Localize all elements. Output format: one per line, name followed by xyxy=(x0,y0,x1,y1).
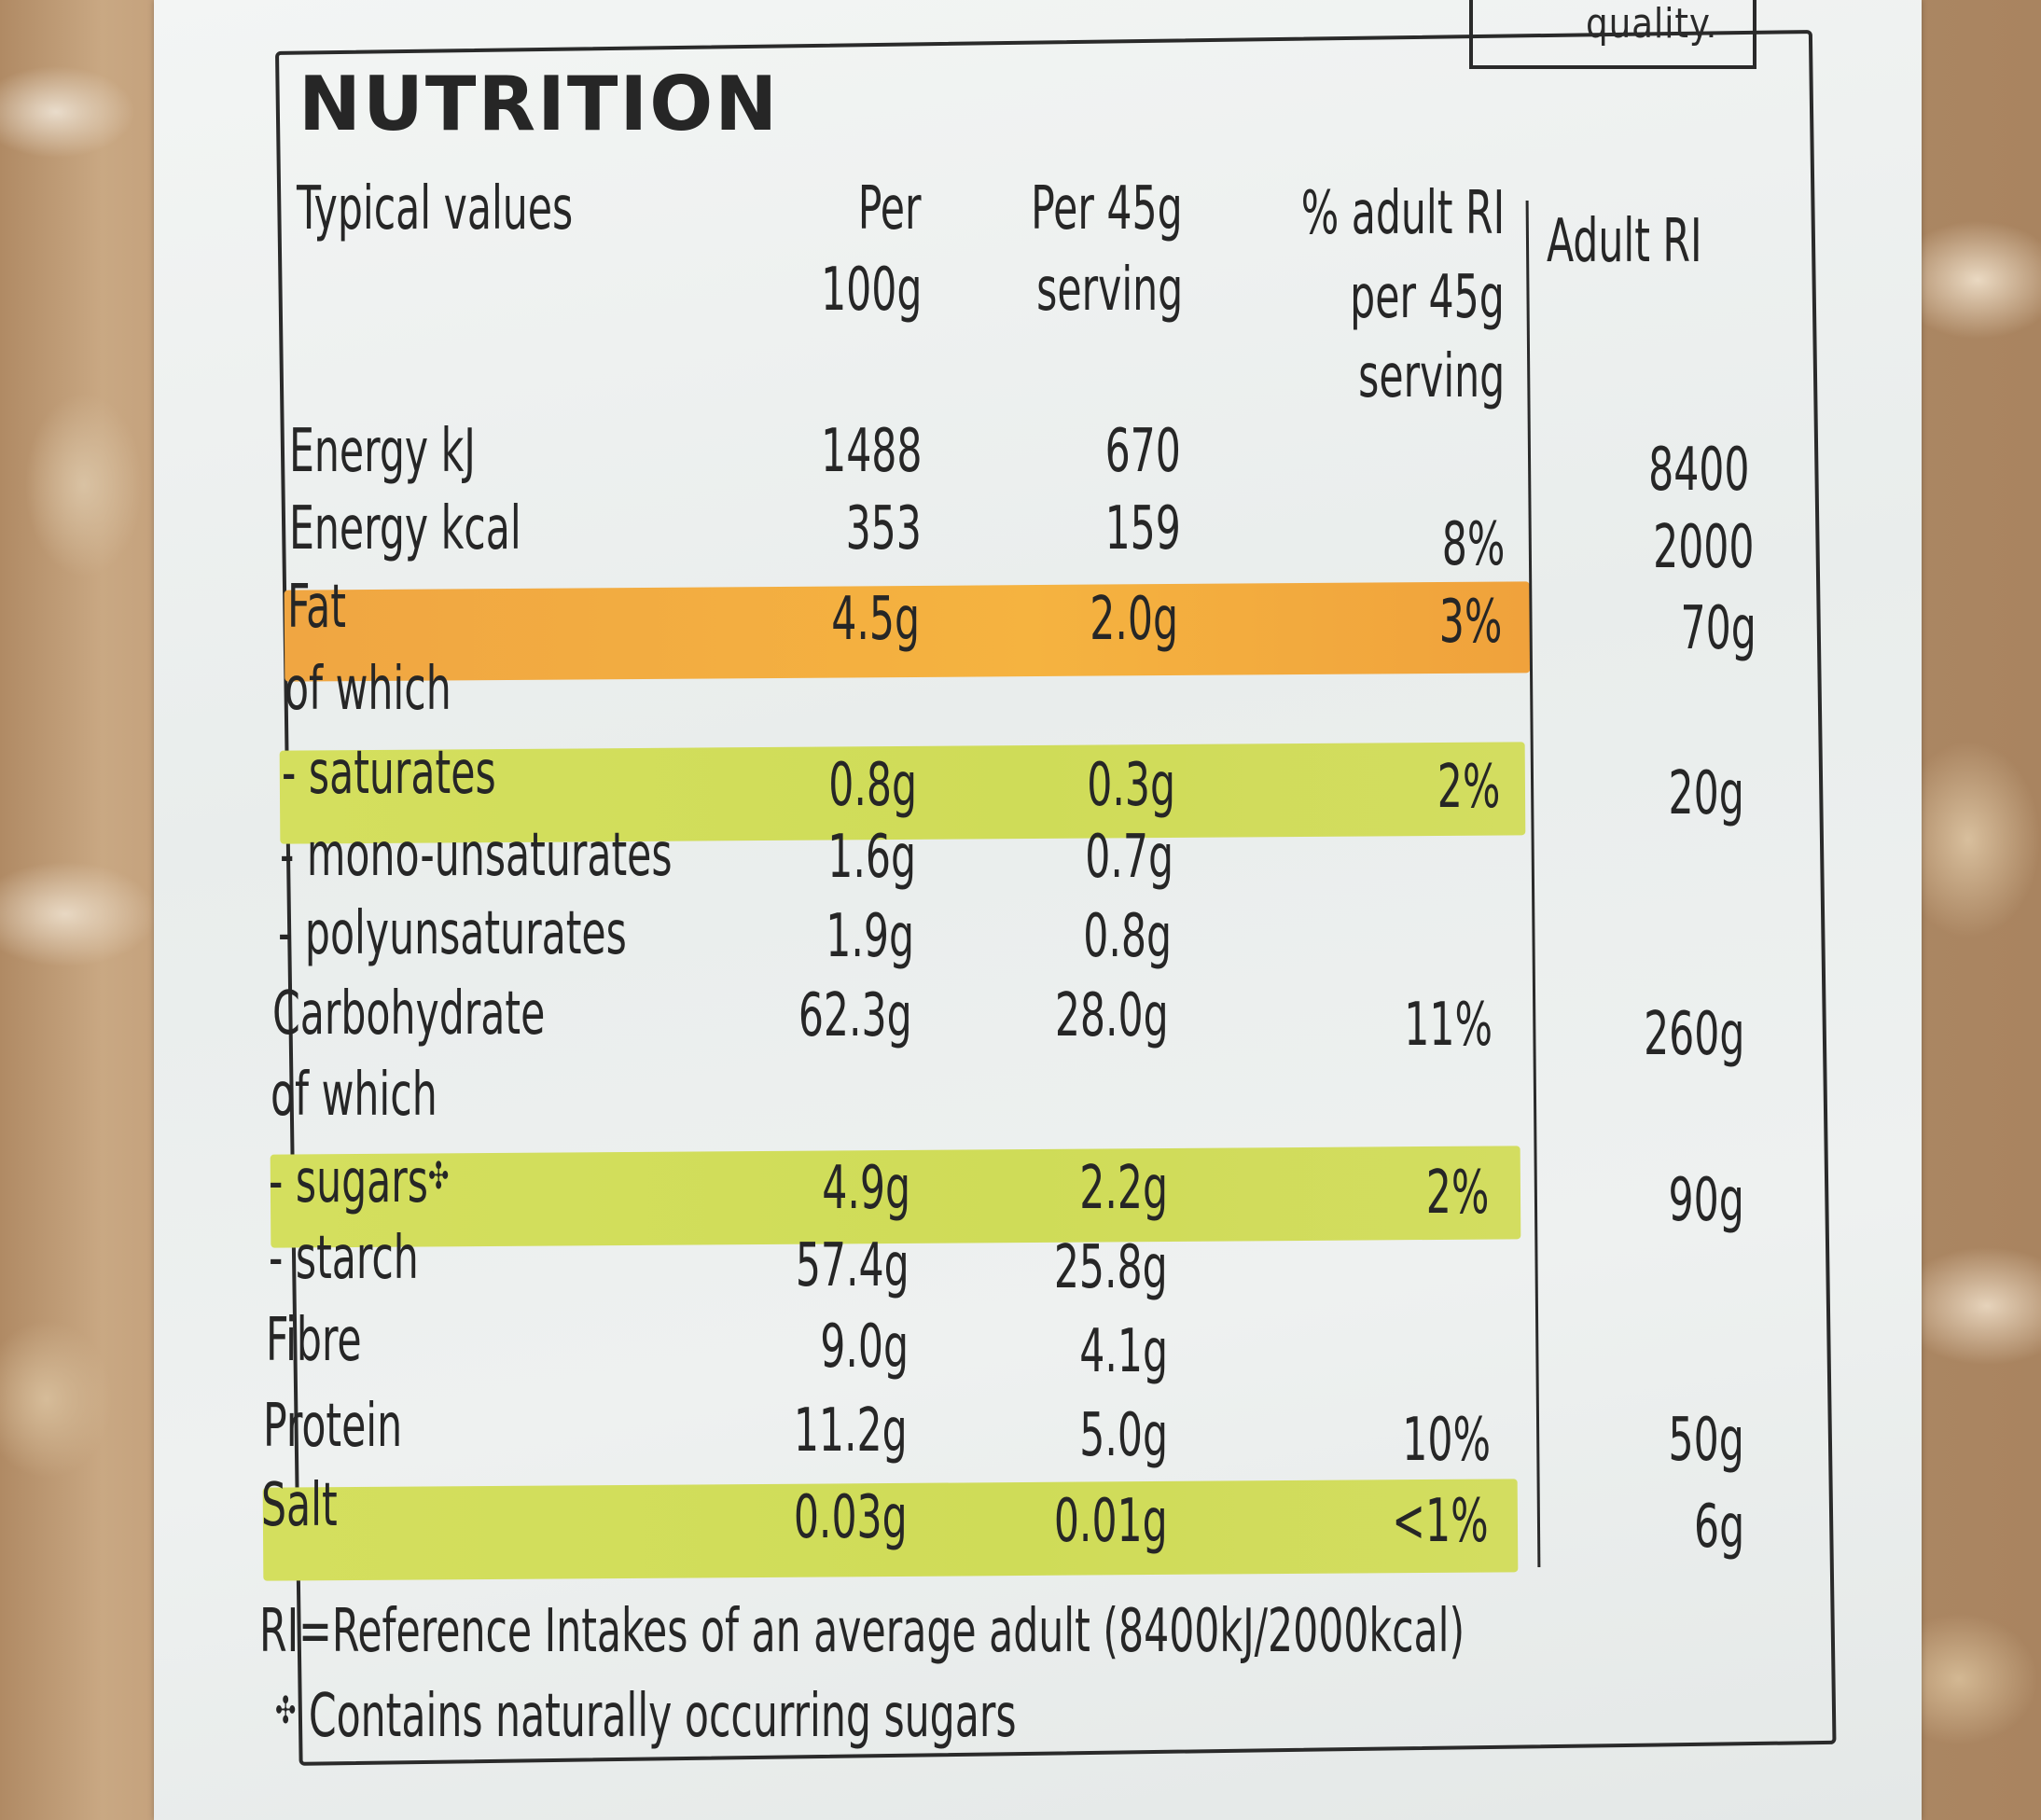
footnote-sugars-text: Contains naturally occurring sugars xyxy=(308,1682,1017,1751)
previous-section-box xyxy=(1469,0,1756,69)
footnote-reference-intakes: RI=Reference Intakes of an average adult… xyxy=(259,1597,1465,1666)
naturally-occurring-sugars-icon: ✣ xyxy=(275,1689,297,1732)
row-starch-per100: 57.4g xyxy=(796,1231,909,1300)
row-starch-per45: 25.8g xyxy=(1054,1233,1168,1302)
row-salt-per45: 0.01g xyxy=(1054,1487,1168,1556)
naturally-occurring-sugars-icon: ✣ xyxy=(427,1155,450,1198)
row-energy-kj-per100: 1488 xyxy=(820,417,922,486)
row-carb-of-which: of which xyxy=(271,1061,437,1130)
row-saturates-per45: 0.3g xyxy=(1087,751,1175,820)
row-fat-name: Fat xyxy=(287,573,346,642)
row-sugars-per100: 4.9g xyxy=(822,1154,910,1223)
row-fibre-per45: 4.1g xyxy=(1079,1317,1168,1386)
row-starch-name: - starch xyxy=(269,1224,419,1293)
row-energy-kcal-per100: 353 xyxy=(845,494,922,563)
row-salt-name: Salt xyxy=(261,1471,338,1540)
row-fat-per100: 4.5g xyxy=(831,585,920,654)
row-mono-unsaturates-per45: 0.7g xyxy=(1085,823,1173,892)
row-mono-unsaturates-name: - mono-unsaturates xyxy=(280,821,673,890)
row-polyunsaturates-per45: 0.8g xyxy=(1083,902,1172,971)
row-fibre-per100: 9.0g xyxy=(820,1313,909,1382)
row-sugars-per45: 2.2g xyxy=(1079,1154,1168,1223)
row-carbohydrate-per100: 62.3g xyxy=(798,981,912,1050)
row-protein-adult-ri: 50g xyxy=(1668,1406,1744,1475)
row-protein-per100: 11.2g xyxy=(794,1396,908,1466)
header-ri-pct-line2: per 45g xyxy=(1350,263,1505,332)
row-sugars-ri-pct: 2% xyxy=(1425,1159,1489,1228)
row-carbohydrate-adult-ri: 260g xyxy=(1643,1000,1744,1069)
row-fat-per45: 2.0g xyxy=(1090,585,1178,654)
row-salt-ri-pct: <1% xyxy=(1392,1487,1489,1556)
row-fat-ri-pct: 3% xyxy=(1438,588,1502,657)
row-polyunsaturates-per100: 1.9g xyxy=(826,902,914,971)
row-energy-kcal-ri-pct: 8% xyxy=(1441,510,1505,579)
row-carbohydrate-ri-pct: 11% xyxy=(1404,991,1493,1060)
row-energy-kcal-name: Energy kcal xyxy=(289,494,521,563)
nutrition-title: NUTRITION xyxy=(299,61,780,147)
row-fibre-name: Fibre xyxy=(266,1306,362,1375)
row-carbohydrate-name: Carbohydrate xyxy=(272,979,546,1049)
row-energy-kj-adult-ri: 8400 xyxy=(1647,436,1749,505)
row-energy-kcal-adult-ri: 2000 xyxy=(1652,513,1754,582)
row-salt-per100: 0.03g xyxy=(794,1483,908,1552)
row-saturates-name: - saturates xyxy=(282,739,496,808)
row-sugars-adult-ri: 90g xyxy=(1668,1166,1744,1235)
header-per100-line2: 100g xyxy=(820,256,922,325)
row-saturates-per100: 0.8g xyxy=(828,751,917,820)
row-energy-kcal-per45: 159 xyxy=(1104,494,1181,563)
header-ri-pct-line3: serving xyxy=(1357,342,1505,411)
row-fat-of-which: of which xyxy=(285,655,451,724)
header-per45-line2: serving xyxy=(1035,256,1183,325)
row-protein-name: Protein xyxy=(263,1392,403,1461)
row-protein-per45: 5.0g xyxy=(1079,1401,1168,1470)
header-typical-values: Typical values xyxy=(297,174,574,243)
row-polyunsaturates-name: - polyunsaturates xyxy=(278,899,627,968)
row-energy-kj-name: Energy kJ xyxy=(289,417,476,486)
header-adult-ri: Adult RI xyxy=(1547,207,1702,276)
header-per100-line1: Per xyxy=(858,174,922,243)
row-saturates-adult-ri: 20g xyxy=(1668,759,1744,828)
row-mono-unsaturates-per100: 1.6g xyxy=(827,823,916,892)
footnote-sugars: ✣ Contains naturally occurring sugars xyxy=(275,1674,1017,1753)
row-protein-ri-pct: 10% xyxy=(1402,1406,1491,1475)
header-ri-pct-line1: % adult RI xyxy=(1300,179,1505,248)
sugars-label: - sugars xyxy=(269,1147,428,1216)
previous-section-text: quality. xyxy=(1586,0,1718,48)
row-sugars-name: - sugars✣ xyxy=(269,1140,449,1218)
row-saturates-ri-pct: 2% xyxy=(1437,753,1500,822)
row-energy-kj-per45: 670 xyxy=(1104,417,1181,486)
row-fat-adult-ri: 70g xyxy=(1680,594,1756,663)
row-salt-adult-ri: 6g xyxy=(1693,1493,1744,1562)
row-carbohydrate-per45: 28.0g xyxy=(1055,981,1169,1050)
header-per45-line1: Per 45g xyxy=(1031,174,1183,243)
